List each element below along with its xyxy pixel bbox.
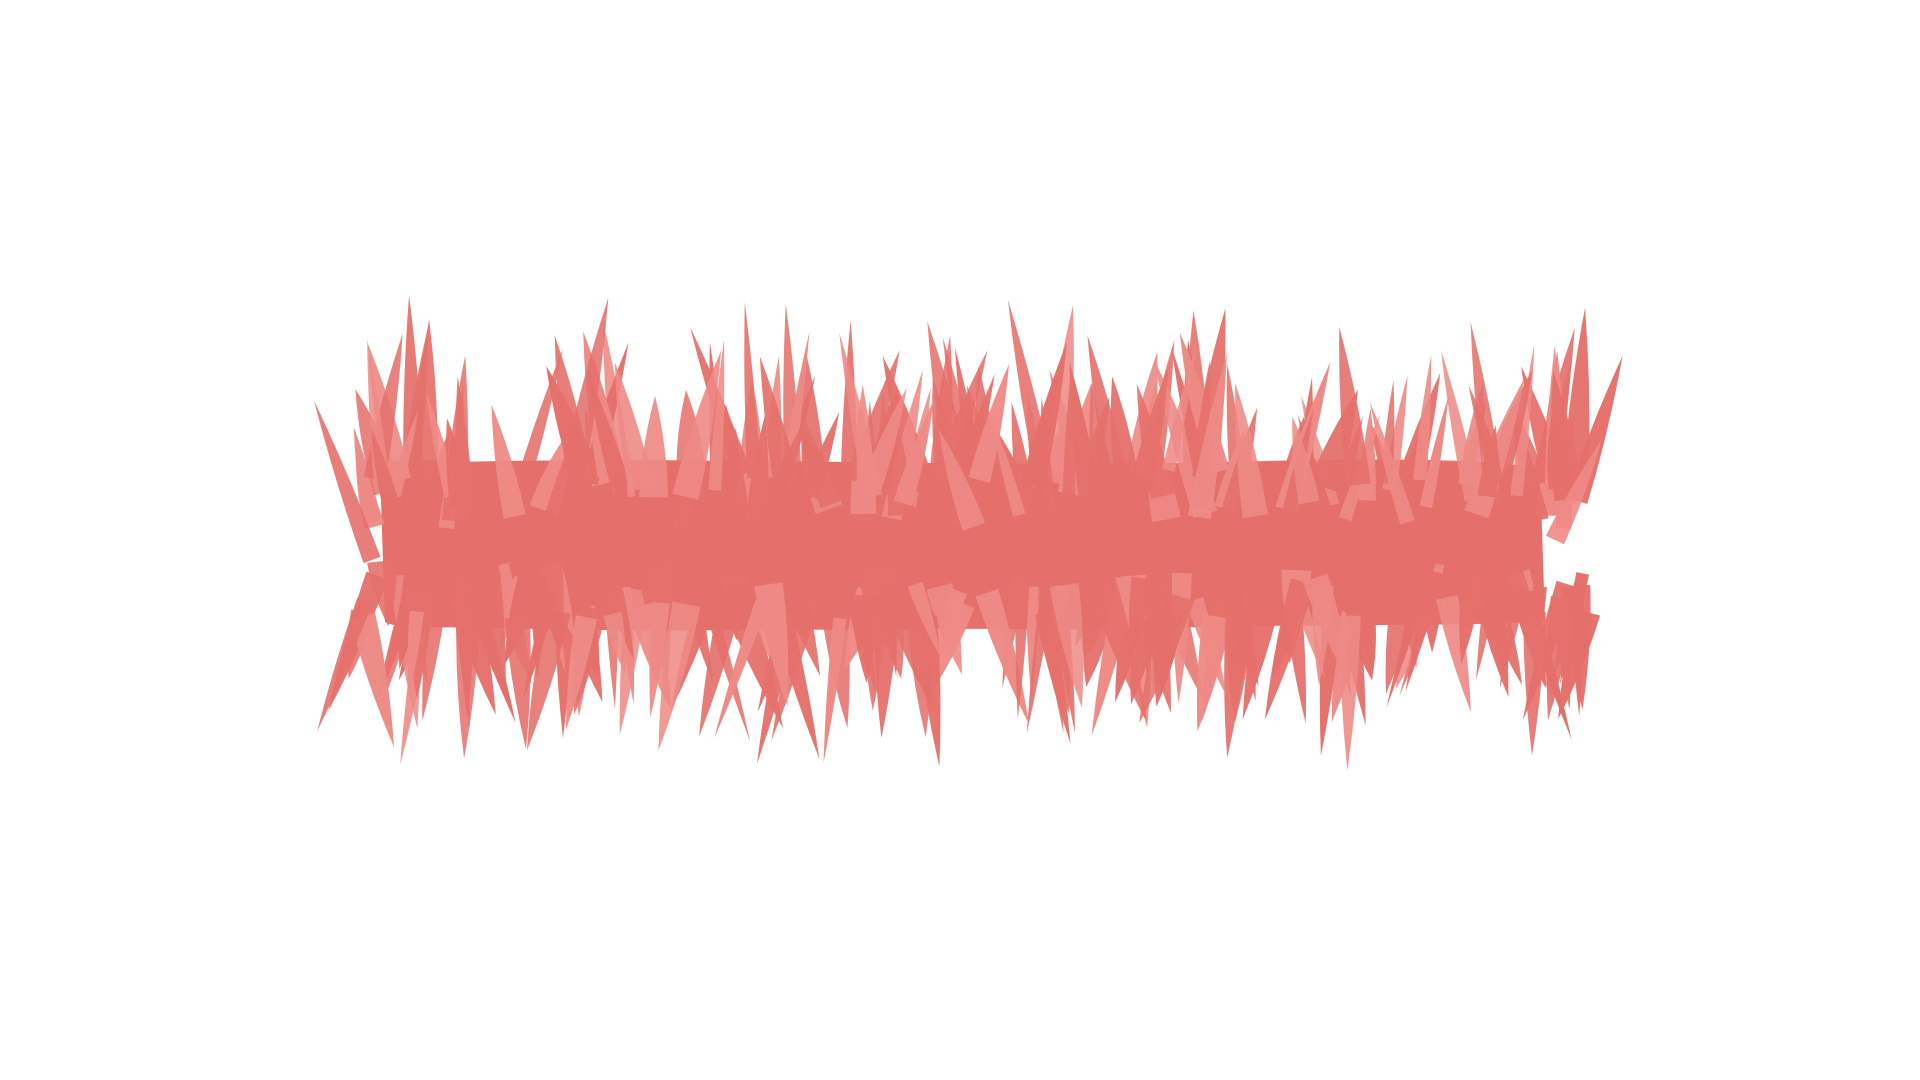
brush-spike-down [847, 601, 877, 692]
brush-spike-down [1523, 611, 1546, 756]
brush-spike-down [1385, 598, 1416, 694]
brush-spike-up [586, 369, 630, 489]
brush-spike-up [403, 295, 424, 475]
brush-spike-up [801, 411, 840, 500]
brush-spike-up [1413, 355, 1432, 481]
brush-spike-right-end [1545, 440, 1602, 545]
brush-spike-up [639, 395, 669, 498]
brush-spike-up [603, 452, 631, 528]
brush-spike-up [708, 339, 725, 491]
brush-spike-right-end [1551, 599, 1572, 710]
brush-spike-down [603, 611, 626, 674]
brush-spike-up [1162, 347, 1196, 472]
brush-spike-up [1369, 401, 1415, 525]
brush-spike-down [718, 583, 784, 729]
brush-spike-down [658, 601, 701, 751]
brush-spike-up [938, 428, 986, 531]
brush-spike-down [771, 557, 821, 676]
brush-spike-up [1110, 376, 1138, 476]
brush-spike-down [1459, 595, 1479, 664]
brush-spike-up [759, 422, 803, 524]
brush-spike-up [1136, 383, 1175, 500]
brush-spike-down [1015, 576, 1030, 719]
brush-spike-down [349, 613, 395, 748]
brush-spike-up [561, 297, 609, 475]
brush-spike-down [456, 581, 476, 720]
brush-spike-down [699, 589, 751, 742]
brush-spike-up [1339, 326, 1371, 487]
brush-spike-up [1235, 383, 1268, 519]
brush-spike-left-end [317, 597, 373, 732]
brush-spike-up [1021, 341, 1068, 488]
brush-spike-down [1139, 591, 1195, 723]
brush-spike-down [628, 602, 672, 712]
brush-spike-up [1089, 384, 1115, 509]
brush-spike-down [1075, 569, 1110, 648]
brush-spike-down [933, 600, 975, 690]
brush-spike-up [1061, 372, 1076, 526]
brush-spike-down [1185, 597, 1227, 696]
brush-spike-down [504, 616, 531, 750]
brush-spike-down [1355, 588, 1374, 660]
brush-spike-up [759, 356, 812, 533]
brush-spike-down [699, 593, 743, 737]
brush-spike-up [893, 399, 934, 506]
brush-spike-down [1264, 578, 1315, 720]
brush-spike-up [792, 397, 841, 509]
brush-spike-down [1302, 573, 1351, 686]
brush-spike-up [388, 409, 419, 498]
brush-spike-up [1188, 353, 1227, 520]
brush-spike-down [1144, 560, 1164, 680]
brush-stroke-spikes [313, 295, 1623, 771]
brush-spike-up [370, 427, 402, 515]
brush-spike-up [839, 332, 883, 499]
brush-spike-up [367, 339, 391, 495]
brush-spike-up [355, 456, 385, 530]
brush-spike-up [1419, 395, 1449, 509]
brush-spike-down [530, 574, 547, 679]
brush-spike-up [1292, 416, 1320, 505]
brush-spike-down [1026, 586, 1040, 700]
brush-spike-down [1488, 607, 1523, 686]
brush-spike-up [446, 418, 473, 508]
brush-spike-up [1441, 350, 1481, 502]
brush-spike-down [907, 581, 941, 658]
brush-spike-up [719, 404, 749, 514]
brush-spike-down [1567, 589, 1583, 656]
brush-spike-down [1049, 583, 1084, 709]
brush-spike-up [1275, 362, 1331, 513]
brush-spike-down [975, 589, 1030, 725]
brush-spike-down [464, 589, 516, 723]
brush-spike-up [491, 404, 526, 519]
brush-spike-left-end [313, 400, 381, 564]
brush-spike-down [407, 610, 424, 698]
brush-spike-up [1470, 321, 1504, 488]
brush-spike-down [714, 600, 768, 739]
brush-spike-down [1224, 614, 1250, 759]
brush-spike-down [823, 617, 847, 763]
brush-spike-down [1386, 559, 1436, 708]
brush-spike-up [968, 364, 1010, 483]
brush-spike-down [671, 576, 724, 710]
brush-spike-down [565, 615, 597, 730]
brush-spike-up [1547, 417, 1576, 490]
brush-spike-up [744, 301, 761, 479]
brush-spike-up [672, 350, 722, 500]
brush-spike-down [1242, 603, 1279, 720]
